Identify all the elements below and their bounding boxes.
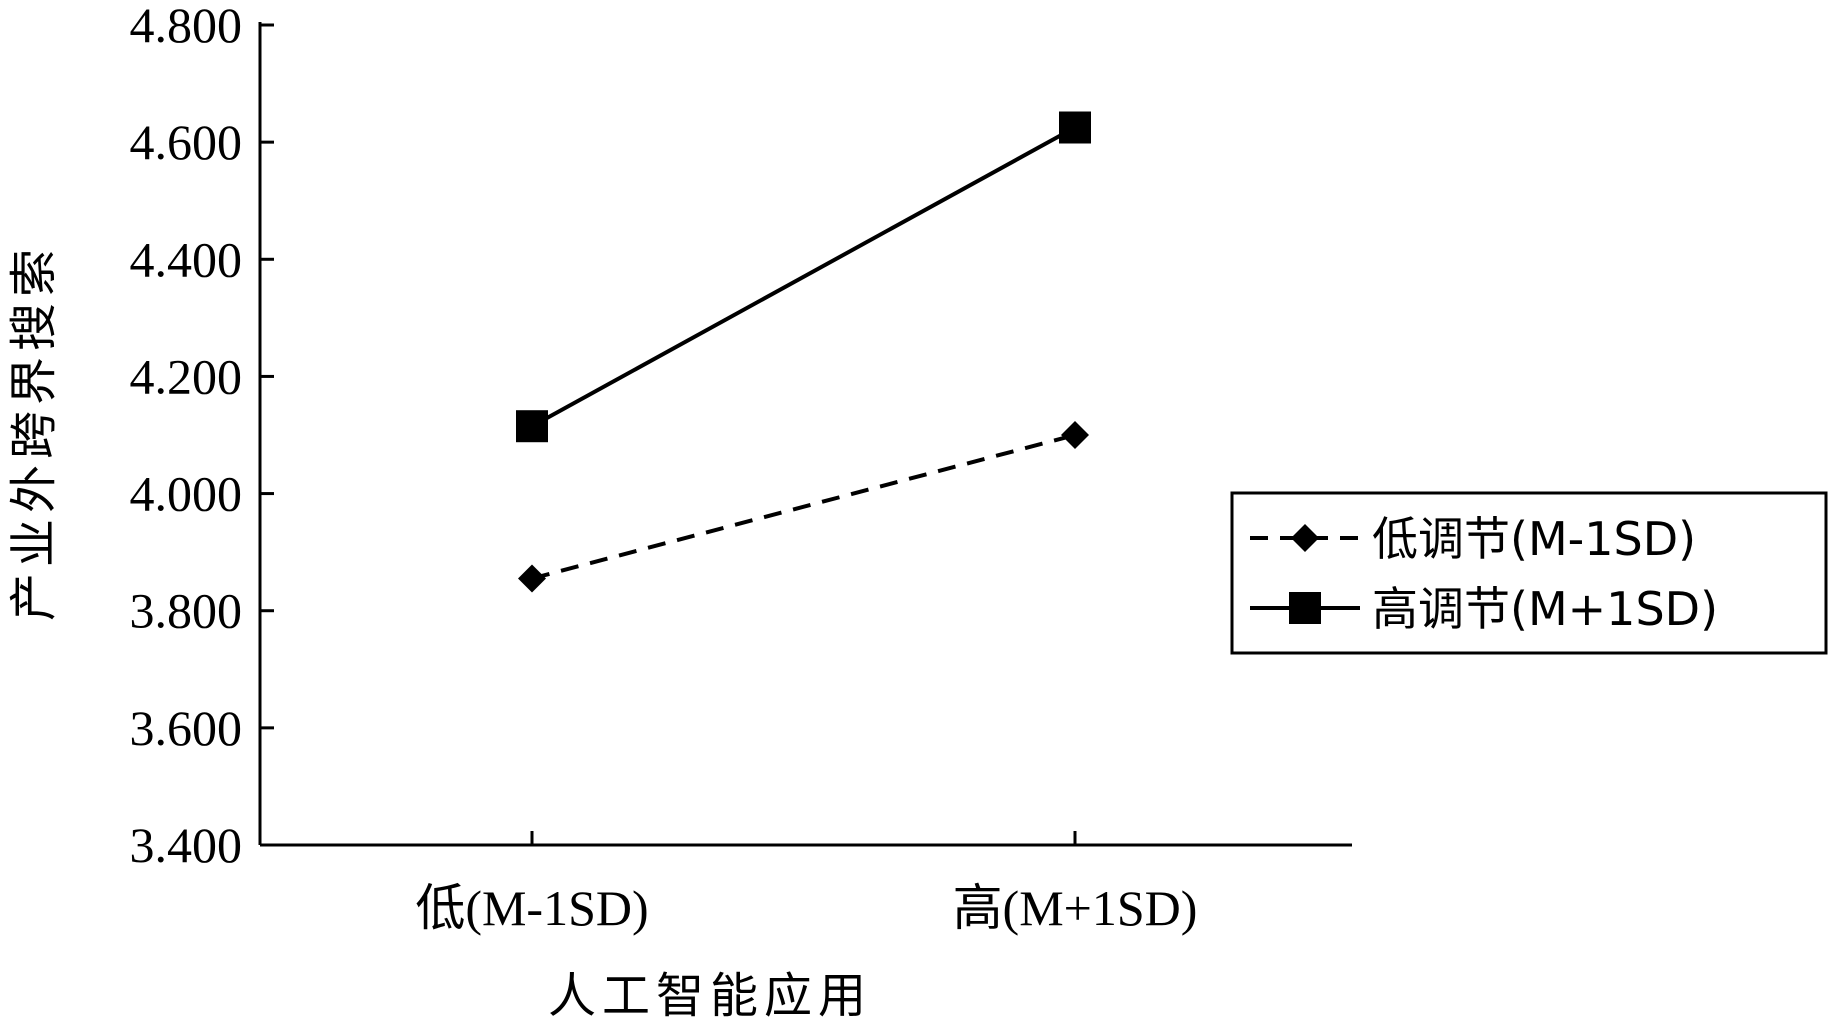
y-tick-label: 3.400 [130, 817, 243, 873]
data-point-square [516, 410, 548, 443]
data-point-diamond [518, 564, 546, 593]
legend: 低调节(M-1SD) 高调节(M+1SD) [1230, 491, 1828, 655]
y-tick-label: 4.800 [130, 0, 243, 53]
series-line-low [531, 433, 1076, 581]
x-tick-label: 高(M+1SD) [953, 880, 1198, 936]
y-axis-title: 产业外跨界搜索 [6, 243, 62, 621]
series-layer [516, 111, 1091, 593]
y-tick-label: 4.200 [130, 348, 243, 404]
data-point-square [1059, 111, 1091, 144]
legend-box [1230, 491, 1828, 655]
axes [258, 22, 1352, 847]
x-tick-label: 低(M-1SD) [415, 880, 648, 936]
y-tick-label: 4.400 [130, 231, 243, 287]
series-line-high [531, 125, 1076, 428]
y-ticks: 3.400 3.600 3.800 4.000 4.200 4.400 4.600 4.800 [130, 0, 274, 873]
y-tick-label: 3.600 [130, 700, 243, 756]
legend-marker-low [1291, 524, 1319, 552]
data-point-diamond [1061, 421, 1089, 449]
y-tick-label: 4.600 [130, 114, 243, 170]
legend-label-low: 低调节(M-1SD) [1372, 512, 1696, 566]
x-axis-title: 人工智能应用 [548, 968, 872, 1024]
y-tick-label: 3.800 [130, 583, 243, 639]
x-ticks: 低(M-1SD) 高(M+1SD) [415, 831, 1197, 936]
legend-marker-high [1289, 592, 1321, 624]
legend-label-high: 高调节(M+1SD) [1372, 582, 1718, 636]
y-tick-label: 4.000 [130, 466, 243, 522]
